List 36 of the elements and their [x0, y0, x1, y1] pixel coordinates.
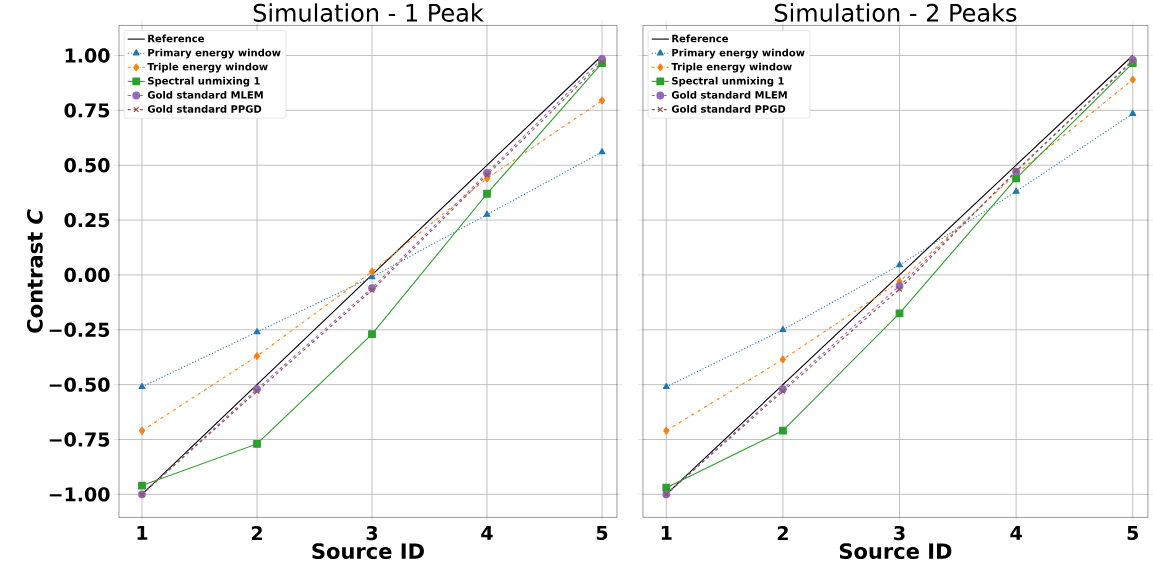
legend-label: Gold standard PPGD — [147, 104, 262, 113]
legend-label: Reference — [148, 34, 205, 43]
legend-label: Spectral unmixing 1 — [148, 76, 260, 87]
chart-title: Simulation - 1 Peak — [253, 3, 484, 22]
legend-label: Gold standard PPGD — [671, 104, 786, 113]
chart-title: Simulation - 2 Peaks — [774, 3, 1017, 22]
x-tick-label: 3 — [366, 525, 378, 541]
y-tick-label: −1.00 — [49, 486, 110, 502]
x-axis-title: Source ID — [839, 542, 952, 559]
legend-label: Primary energy window — [672, 48, 805, 59]
y-axis-title: Contrast C — [26, 209, 43, 333]
x-tick-label: 2 — [777, 525, 788, 540]
y-tick-label: 0.50 — [64, 157, 110, 173]
x-tick-label: 4 — [1010, 525, 1022, 540]
legend-label: Spectral unmixing 1 — [672, 76, 784, 87]
legend-label: Primary energy window — [148, 48, 281, 59]
y-tick-label: −0.50 — [49, 377, 110, 392]
x-tick-label: 1 — [661, 525, 672, 540]
x-tick-label: 5 — [596, 525, 608, 540]
x-tick-label: 3 — [894, 525, 905, 541]
x-tick-label: 2 — [251, 525, 262, 540]
x-tick-label: 1 — [137, 525, 148, 540]
legend-label: Triple energy window — [671, 62, 792, 73]
legend-label: Gold standard MLEM — [671, 90, 787, 99]
x-tick-label: 5 — [1127, 525, 1139, 540]
legend-label: Reference — [672, 34, 729, 43]
y-tick-label: 0.00 — [64, 267, 110, 282]
legend-label: Triple energy window — [147, 62, 268, 73]
y-tick-label: 1.00 — [65, 48, 110, 63]
x-axis-title: Source ID — [312, 542, 424, 559]
y-tick-label: −0.75 — [49, 432, 110, 447]
y-tick-label: 0.25 — [64, 212, 110, 228]
legend-label: Gold standard MLEM — [147, 90, 263, 99]
y-tick-label: −0.25 — [49, 322, 110, 337]
x-tick-label: 4 — [481, 525, 493, 540]
y-tick-label: 0.75 — [64, 102, 110, 118]
